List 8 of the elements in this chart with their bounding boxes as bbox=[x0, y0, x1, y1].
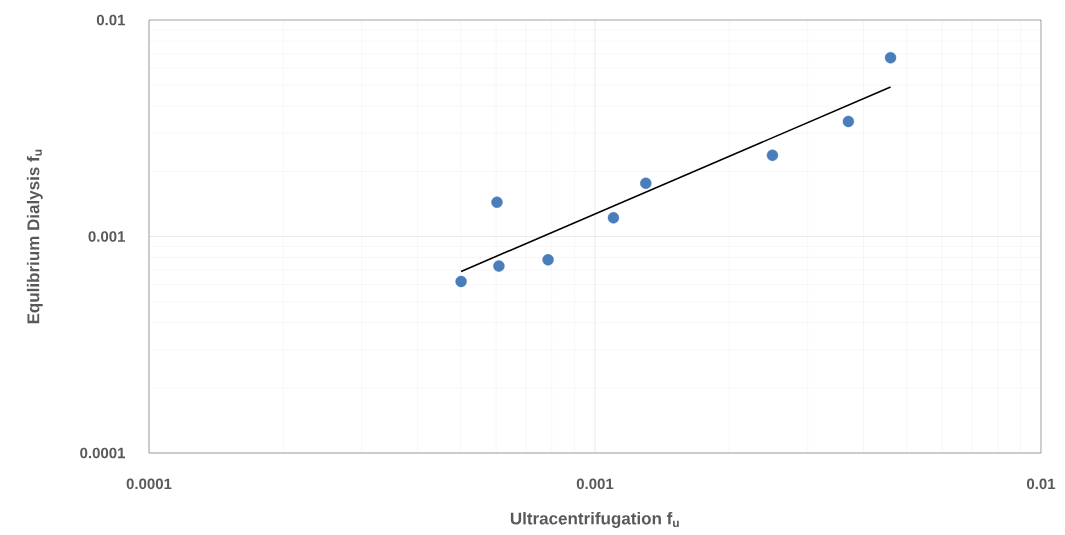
y-tick-label: 0.001 bbox=[88, 231, 126, 242]
x-tick-label: 0.001 bbox=[576, 478, 614, 490]
x-axis-title: Ultracentrifugation f$_{u}$ bbox=[510, 512, 679, 528]
y-tick-label: 0.01 bbox=[96, 14, 126, 26]
y-axis-title: Equlibrium Dialysis f$_{u}$ bbox=[26, 149, 43, 324]
y-tick-label: 0.0001 bbox=[80, 447, 126, 459]
x-tick-label: 0.01 bbox=[1026, 478, 1056, 490]
x-tick-label: 0.0001 bbox=[126, 478, 172, 490]
